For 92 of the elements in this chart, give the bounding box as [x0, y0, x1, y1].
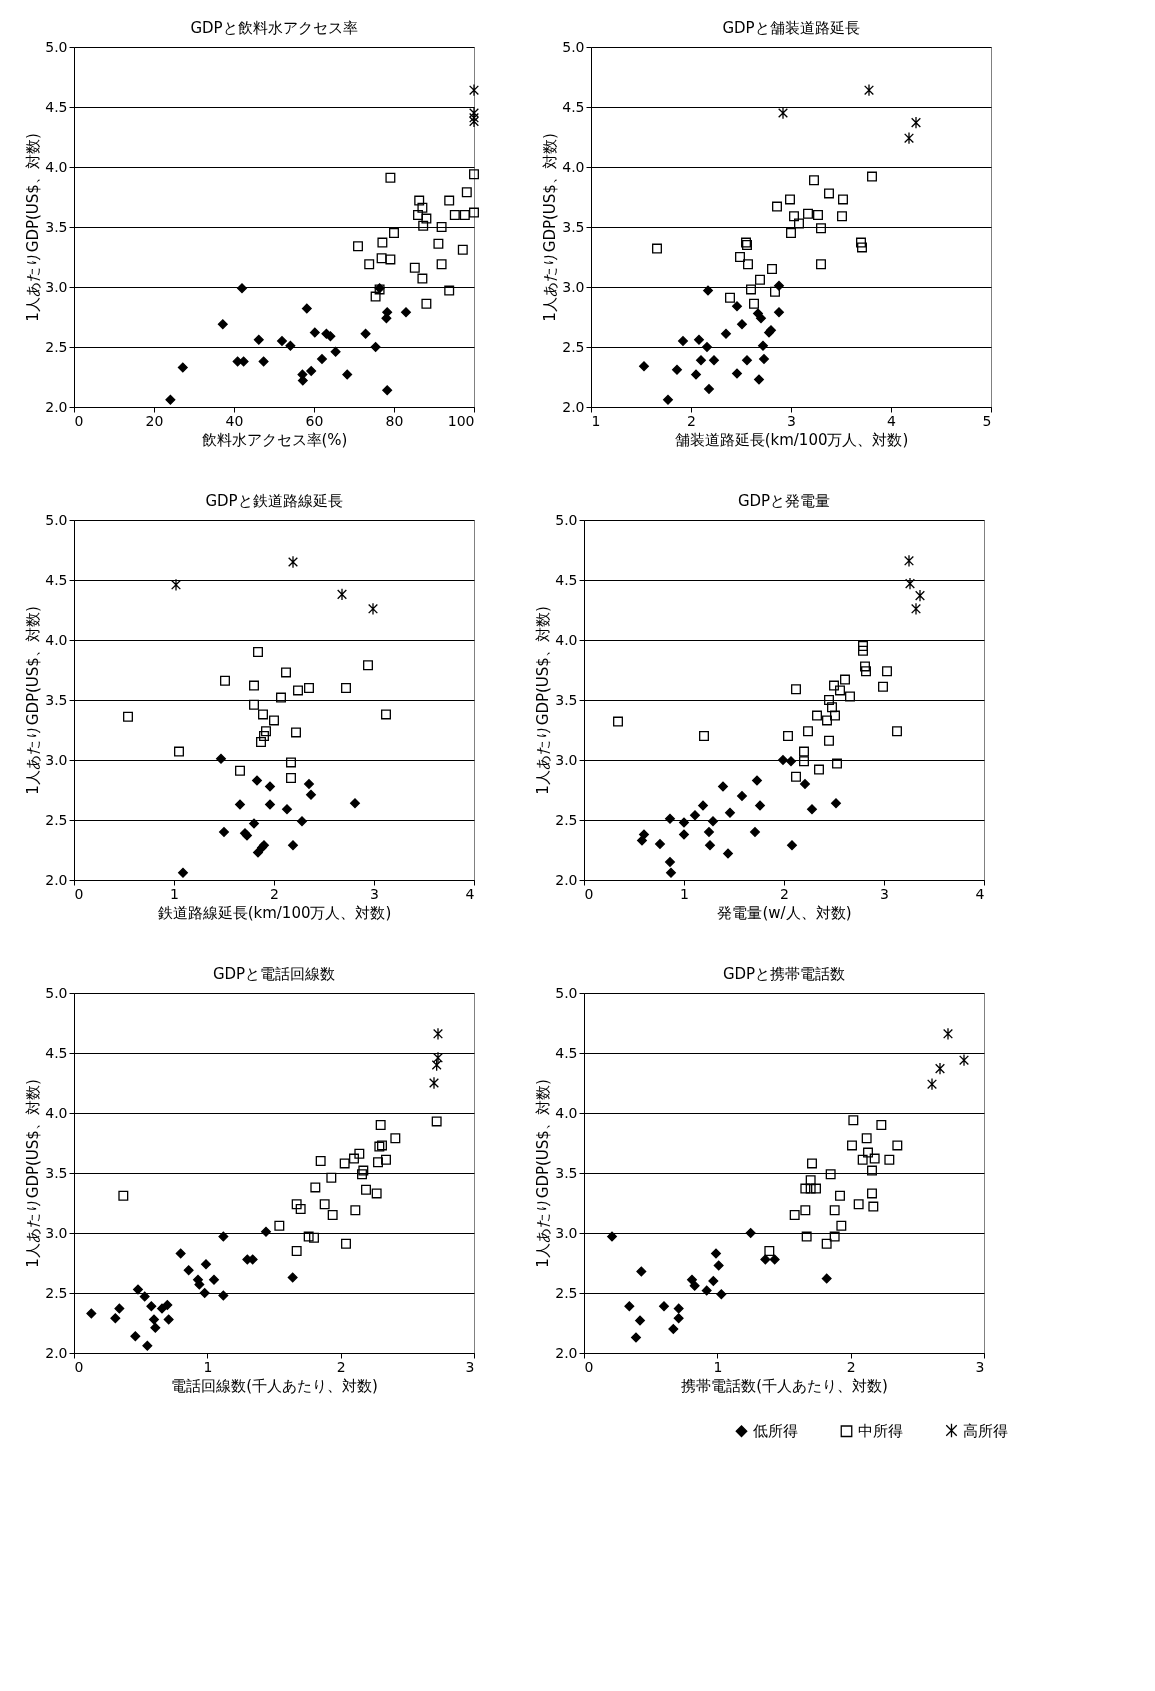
y-tick-label: 2.5 [45, 1284, 68, 1301]
chart-title: GDPと電話回線数 [212, 965, 336, 983]
x-tick-label: 60 [305, 412, 324, 429]
y-tick-label: 5.0 [45, 511, 68, 528]
y-tick-label: 4.5 [555, 571, 578, 588]
y-tick-label: 3.5 [555, 691, 578, 708]
x-tick-label: 4 [975, 885, 985, 902]
x-axis-title: 飲料水アクセス率(%) [201, 430, 348, 449]
chart-title: GDPと舗装道路延長 [722, 19, 860, 37]
y-axis-title: 1人あたりGDP(US$、対数) [534, 606, 553, 795]
x-axis-title: 携帯電話数(千人あたり、対数) [681, 1376, 888, 1395]
y-tick-label: 2.0 [562, 398, 585, 415]
x-axis-title: 発電量(w/人、対数) [717, 903, 852, 922]
x-tick-label: 40 [225, 412, 244, 429]
y-tick-label: 4.0 [45, 1104, 68, 1121]
x-axis-title: 鉄道路線延長(km/100万人、対数) [157, 903, 392, 922]
y-tick-label: 4.0 [562, 158, 585, 175]
x-tick-label: 0 [74, 885, 84, 902]
y-tick-label: 3.5 [555, 1164, 578, 1181]
x-tick-label: 4 [465, 885, 475, 902]
x-tick-label: 0 [74, 1358, 84, 1375]
y-tick-label: 2.5 [45, 811, 68, 828]
y-tick-label: 4.0 [45, 158, 68, 175]
y-axis-title: 1人あたりGDP(US$、対数) [541, 133, 560, 322]
x-tick-label: 3 [975, 1358, 985, 1375]
y-tick-label: 5.0 [555, 511, 578, 528]
x-tick-label: 0 [584, 885, 594, 902]
x-tick-label: 100 [447, 412, 475, 429]
y-tick-label: 2.0 [555, 1344, 578, 1361]
y-tick-label: 4.0 [555, 1104, 578, 1121]
x-tick-label: 2 [846, 1358, 856, 1375]
y-tick-label: 4.5 [45, 571, 68, 588]
x-tick-label: 20 [145, 412, 164, 429]
x-tick-label: 2 [270, 885, 279, 902]
y-tick-label: 3.0 [562, 278, 585, 295]
y-tick-label: 4.5 [45, 1044, 68, 1061]
y-tick-label: 5.0 [45, 38, 68, 55]
chart-title: GDPと飲料水アクセス率 [190, 19, 358, 37]
y-tick-label: 4.5 [555, 1044, 578, 1061]
y-tick-label: 2.0 [45, 871, 68, 888]
x-tick-label: 2 [780, 885, 789, 902]
y-tick-label: 2.0 [45, 1344, 68, 1361]
x-tick-label: 2 [687, 412, 696, 429]
y-axis-title: 1人あたりGDP(US$、対数) [24, 606, 43, 795]
x-tick-label: 3 [370, 885, 379, 902]
x-tick-label: 3 [880, 885, 889, 902]
x-tick-label: 1 [680, 885, 689, 902]
x-tick-label: 3 [465, 1358, 475, 1375]
y-tick-label: 2.0 [555, 871, 578, 888]
y-tick-label: 5.0 [555, 984, 578, 1001]
y-tick-label: 3.0 [555, 751, 578, 768]
y-tick-label: 4.0 [555, 631, 578, 648]
legend-label: 高所得 [963, 1421, 1008, 1440]
x-tick-label: 5 [982, 412, 992, 429]
x-tick-label: 1 [203, 1358, 213, 1375]
y-tick-label: 4.5 [45, 98, 68, 115]
y-tick-label: 2.5 [555, 1284, 578, 1301]
y-axis-title: 1人あたりGDP(US$、対数) [24, 133, 43, 322]
y-tick-label: 2.5 [555, 811, 578, 828]
y-tick-label: 3.0 [45, 1224, 68, 1241]
x-tick-label: 2 [336, 1358, 346, 1375]
y-tick-label: 5.0 [562, 38, 585, 55]
y-axis-title: 1人あたりGDP(US$、対数) [24, 1079, 43, 1268]
x-tick-label: 1 [713, 1358, 723, 1375]
chart-title: GDPと鉄道路線延長 [205, 492, 343, 510]
x-tick-label: 80 [385, 412, 404, 429]
y-axis-title: 1人あたりGDP(US$、対数) [534, 1079, 553, 1268]
y-tick-label: 2.0 [45, 398, 68, 415]
x-tick-label: 3 [787, 412, 796, 429]
y-tick-label: 3.5 [562, 218, 585, 235]
y-tick-label: 3.5 [45, 218, 68, 235]
x-axis-title: 舗装道路延長(km/100万人、対数) [674, 430, 909, 449]
legend-label: 低所得 [753, 1422, 798, 1441]
chart-title: GDPと発電量 [737, 492, 831, 510]
y-tick-label: 4.5 [562, 98, 585, 115]
x-tick-label: 1 [591, 412, 601, 429]
x-tick-label: 1 [170, 885, 179, 902]
y-tick-label: 3.5 [45, 1164, 68, 1181]
x-tick-label: 0 [74, 412, 84, 429]
legend-label: 中所得 [858, 1422, 903, 1441]
y-tick-label: 3.0 [555, 1224, 578, 1241]
x-tick-label: 4 [887, 412, 897, 429]
y-tick-label: 2.5 [562, 338, 585, 355]
y-tick-label: 3.0 [45, 751, 68, 768]
x-axis-title: 電話回線数(千人あたり、対数) [171, 1376, 378, 1395]
y-tick-label: 5.0 [45, 984, 68, 1001]
y-tick-label: 4.0 [45, 631, 68, 648]
y-tick-label: 3.0 [45, 278, 68, 295]
x-tick-label: 0 [584, 1358, 594, 1375]
y-tick-label: 2.5 [45, 338, 68, 355]
y-tick-label: 3.5 [45, 691, 68, 708]
chart-title: GDPと携帯電話数 [722, 965, 846, 983]
